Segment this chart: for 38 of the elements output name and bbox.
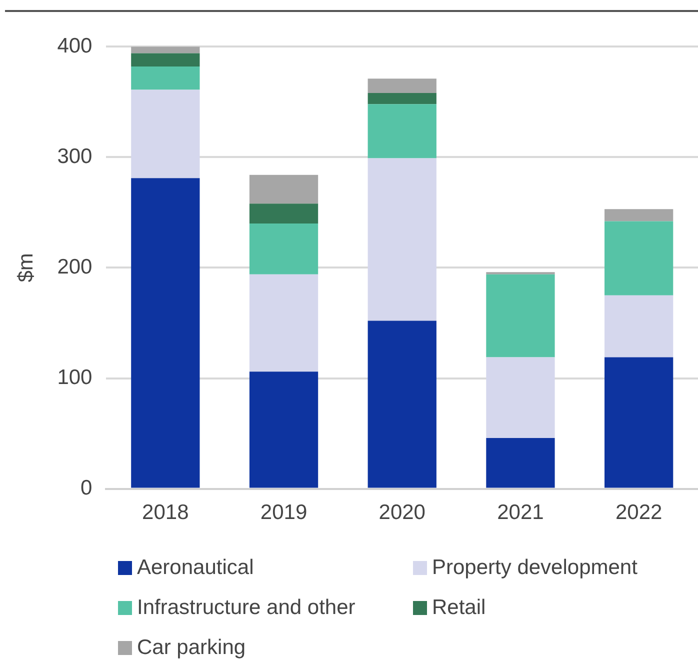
bar (368, 320, 436, 488)
x-tick-label: 2021 (497, 501, 544, 524)
y-tick-label: 400 (57, 34, 92, 58)
bar (486, 357, 555, 438)
legend-label: Car parking (137, 636, 246, 660)
bar (131, 90, 200, 178)
x-tick-label: 2020 (378, 501, 426, 524)
legend-label: Infrastructure and other (137, 596, 356, 620)
x-tick-label: 2022 (615, 501, 662, 524)
legend-label: Aeronautical (137, 556, 254, 580)
bar (486, 274, 555, 358)
bar (604, 357, 674, 488)
x-tick-label: 2019 (260, 501, 308, 524)
y-tick-label: 300 (57, 144, 92, 168)
bar (604, 221, 674, 296)
bar (368, 78, 436, 94)
bar (249, 174, 318, 204)
bar (131, 53, 200, 66)
bar (604, 295, 674, 358)
y-tick-label: 200 (57, 255, 92, 278)
legend-label: Retail (432, 596, 486, 620)
bar (131, 46, 200, 54)
bar (249, 372, 318, 488)
bar (131, 66, 200, 90)
bar (249, 223, 318, 274)
y-tick-label: 0 (80, 476, 92, 500)
legend-label: Property development (432, 556, 638, 580)
bar (486, 438, 555, 488)
bar (368, 158, 436, 321)
bar (131, 178, 200, 488)
bar (249, 274, 318, 372)
x-tick-label: 2018 (142, 501, 189, 524)
y-tick-label: 100 (57, 366, 92, 390)
y-axis-title: $m (14, 253, 38, 282)
bar (368, 104, 436, 158)
bar (604, 209, 674, 222)
bar (249, 204, 318, 224)
bar (368, 93, 436, 104)
